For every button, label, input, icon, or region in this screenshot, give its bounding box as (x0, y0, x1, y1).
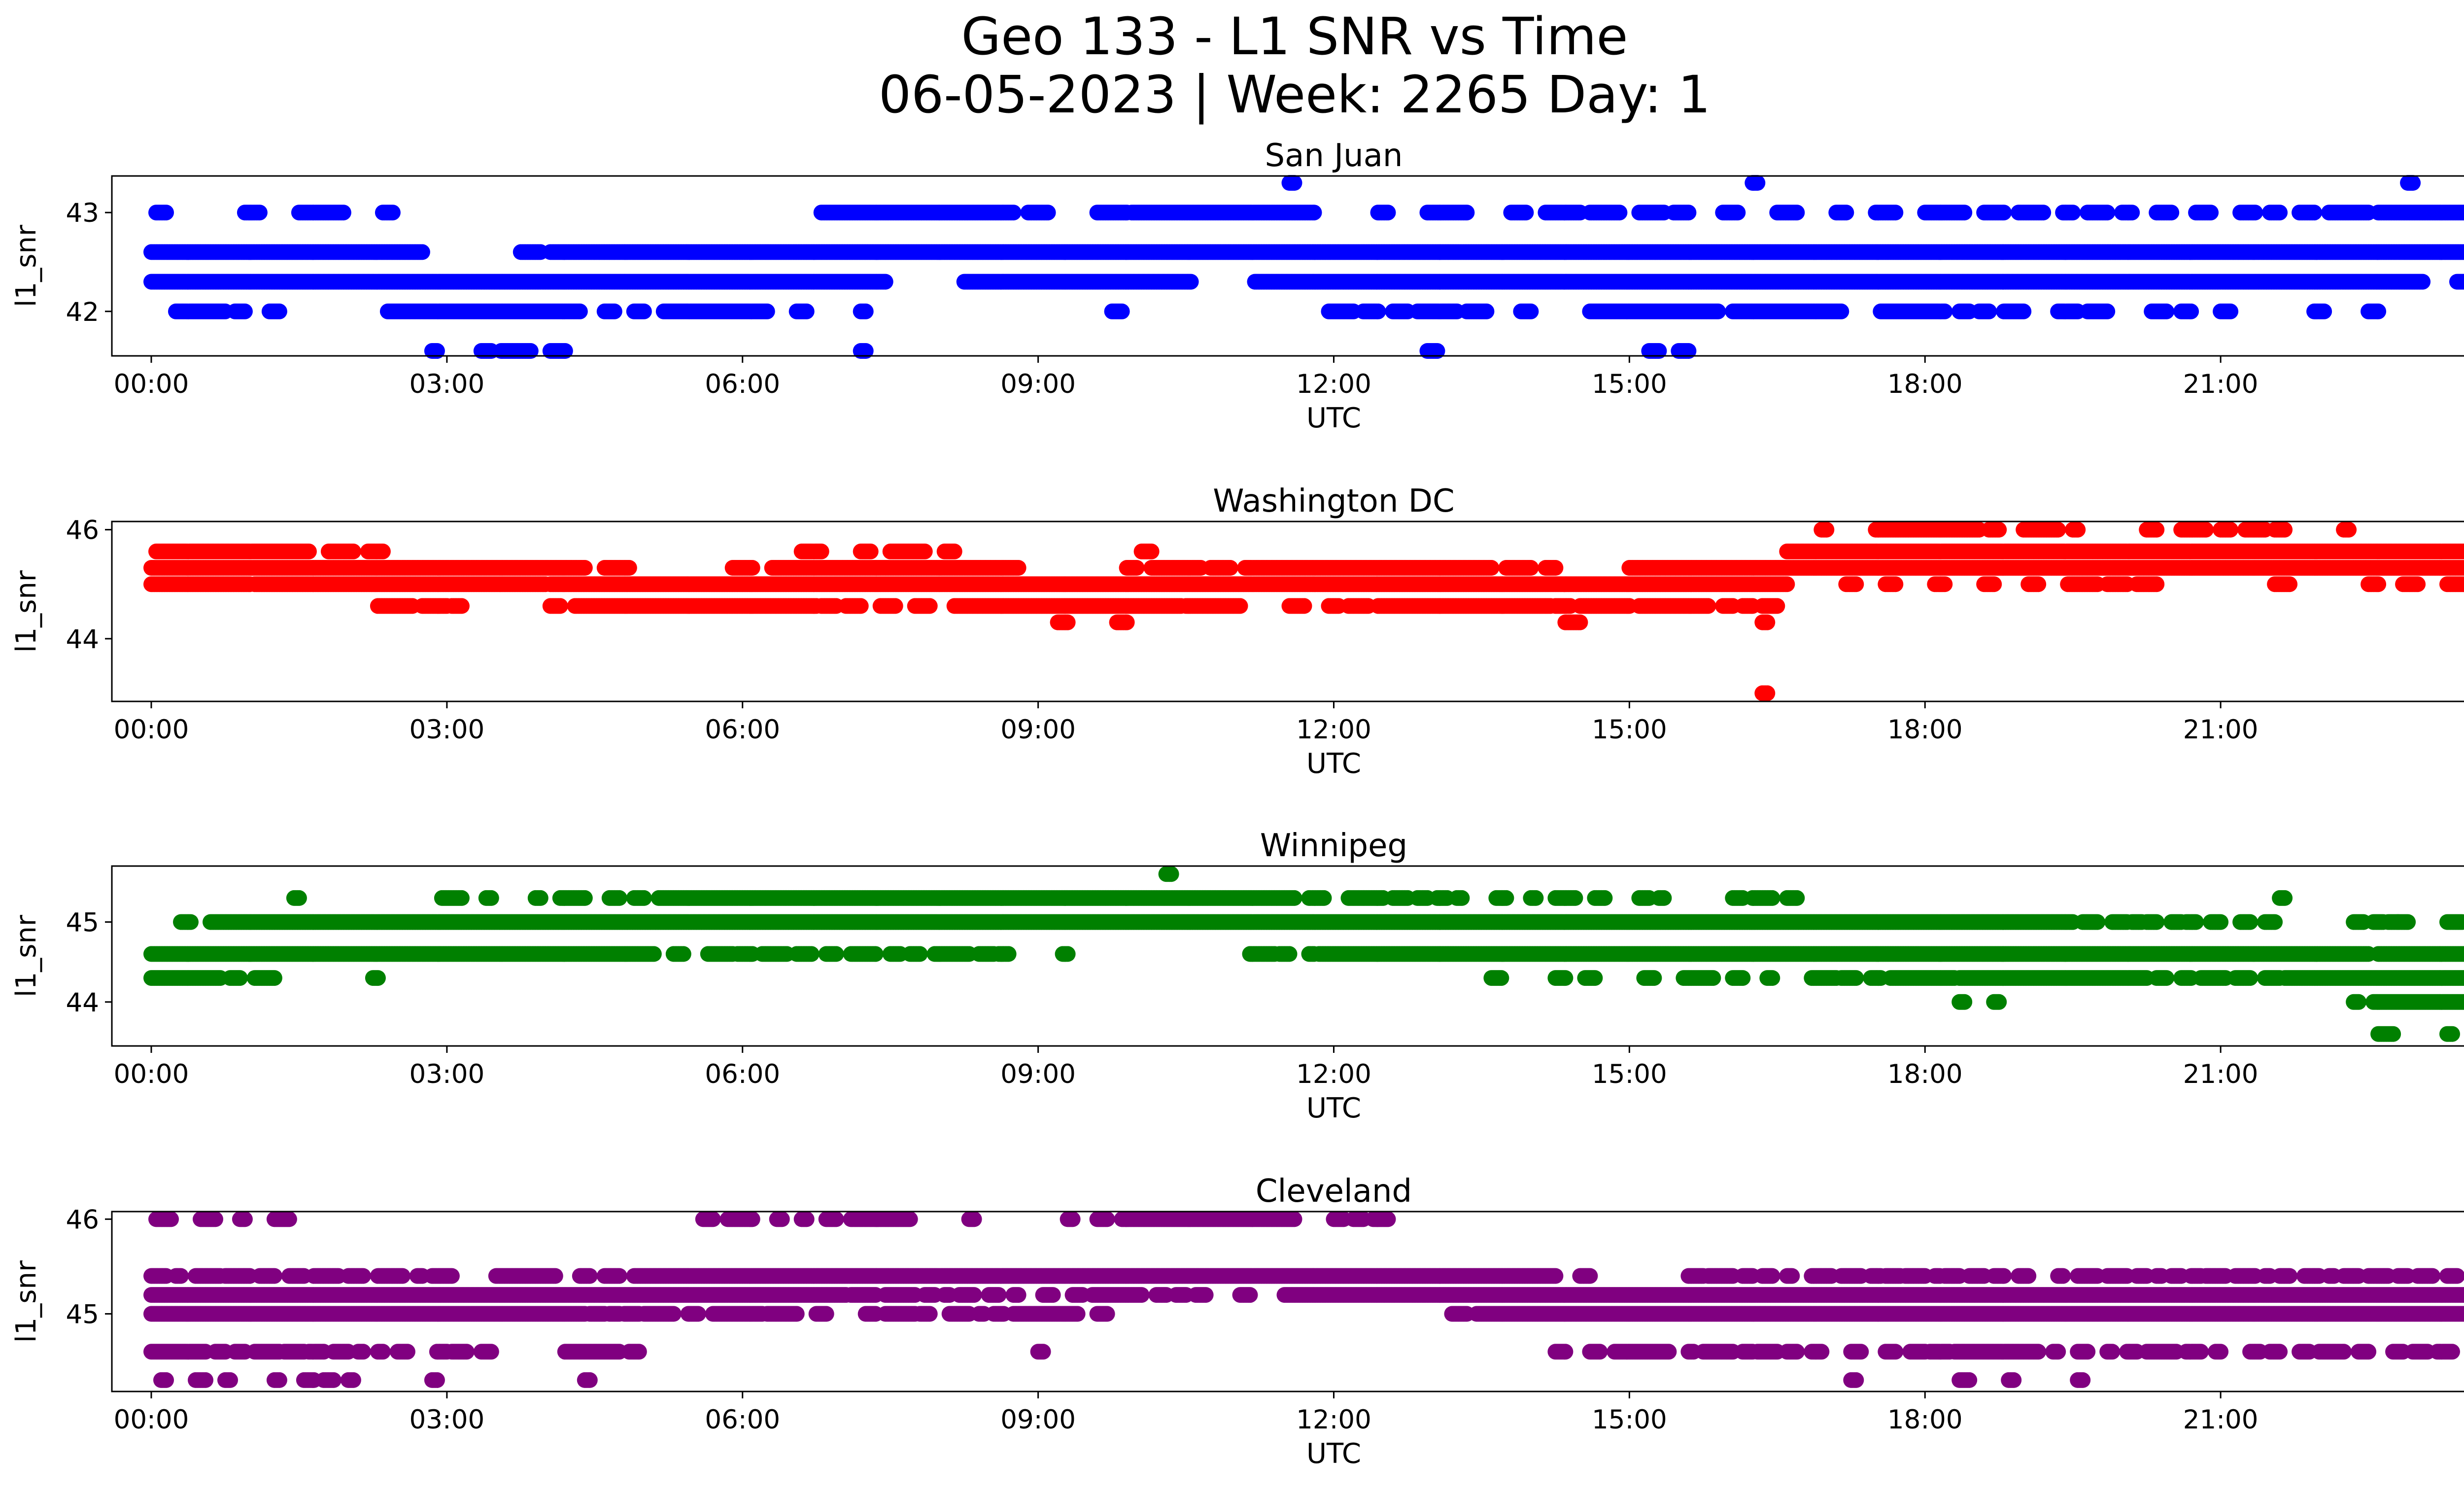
data-point (1459, 205, 1475, 221)
data-point (2247, 205, 2263, 221)
data-point (877, 274, 893, 290)
x-tick-label: 03:00 (409, 369, 484, 399)
data-point (1523, 303, 1539, 319)
subplots: San Juan 00:00 03:00 06:00 09:00 12:00 15:00 18… (10, 138, 2464, 1470)
figure-title-line-2: 06-05-2023 | Week: 2265 Day: 1 (879, 65, 1711, 125)
data-point (2099, 205, 2116, 221)
data-point (384, 205, 401, 221)
data-point (1838, 205, 1854, 221)
data-point (1518, 205, 1534, 221)
data-point (1887, 205, 1904, 221)
x-tick-label: 21:00 (2183, 369, 2259, 399)
data-point (636, 303, 652, 319)
data-point (1730, 205, 1746, 221)
data-point (606, 303, 622, 319)
data-point (2370, 303, 2387, 319)
x-tick-label: 15:00 (1592, 369, 1667, 399)
data-point (2099, 303, 2116, 319)
data-point (2462, 247, 2464, 257)
data-point (2163, 205, 2180, 221)
y-tick-label: 43 (66, 198, 99, 228)
y-axis-label: l1_snr (10, 224, 42, 307)
data-point (1040, 205, 1056, 221)
data-point (1183, 274, 1199, 290)
data-point (1710, 303, 1726, 319)
data-point (2223, 303, 2239, 319)
data-point (1478, 303, 1495, 319)
data-point (1833, 303, 1849, 319)
data-point (1996, 205, 2012, 221)
data-point (1005, 205, 1022, 221)
figure-title-line-1: Geo 133 - L1 SNR vs Time (961, 6, 1628, 67)
data-point (759, 303, 775, 319)
data-point (1680, 205, 1697, 221)
data-point (2035, 205, 2052, 221)
data-point (2405, 175, 2421, 191)
data-point (251, 205, 268, 221)
data-point (2306, 205, 2323, 221)
y-tick-label: 42 (66, 297, 99, 327)
data-point (2272, 205, 2288, 221)
data-point (237, 303, 253, 319)
data-point (2316, 303, 2332, 319)
data-point (1370, 303, 1386, 319)
data-point (1380, 205, 1396, 221)
data-point (1789, 205, 1805, 221)
data-point (1749, 175, 1766, 191)
subplot-san-juan: San Juan 00:00 03:00 06:00 09:00 12:00 15:00 18… (10, 138, 2464, 434)
data-point (1956, 205, 1973, 221)
data-point (1114, 303, 1130, 319)
data-point (798, 303, 815, 319)
x-tick-label: 12:00 (1296, 369, 1371, 399)
x-tick-label: 06:00 (705, 369, 780, 399)
subplot-title: San Juan (1265, 138, 1403, 174)
x-tick-label: 18:00 (1887, 369, 1963, 399)
data-point (1286, 175, 1302, 191)
data-point (2203, 205, 2219, 221)
data-point (572, 303, 588, 319)
data-point (1981, 303, 1997, 319)
data-point (2183, 303, 2199, 319)
data-point (2016, 303, 2032, 319)
data-point (2065, 205, 2081, 221)
data-point (271, 303, 287, 319)
data-points (143, 175, 2464, 359)
data-point (1306, 205, 1322, 221)
data-point (158, 205, 174, 221)
data-point (2158, 303, 2175, 319)
subplot-title: Washington DC (1213, 483, 1454, 520)
data-point (414, 244, 430, 260)
x-tick-label: 00:00 (114, 369, 189, 399)
x-tick-label: 09:00 (1000, 369, 1076, 399)
data-point (2124, 205, 2140, 221)
data-point (1937, 303, 1953, 319)
data-point (335, 205, 351, 221)
x-axis-label: UTC (1306, 402, 1361, 434)
data-point (2415, 274, 2431, 290)
data-point (857, 303, 874, 319)
data-point (1611, 205, 1628, 221)
